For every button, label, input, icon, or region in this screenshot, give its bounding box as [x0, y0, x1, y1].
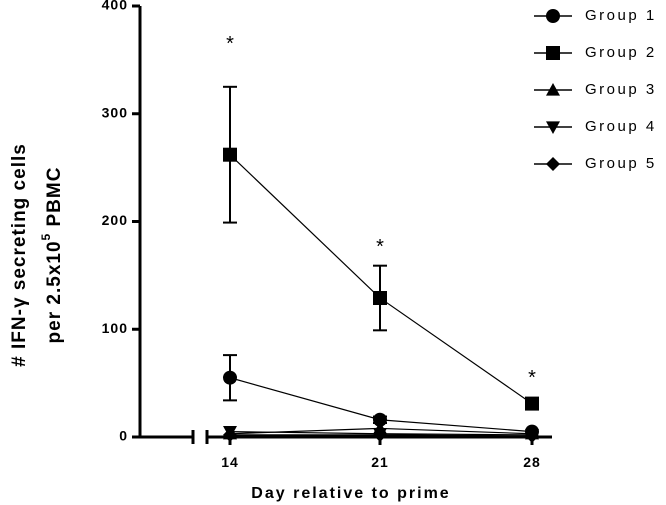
legend-label: Group 4: [585, 118, 657, 135]
legend-label: Group 3: [585, 81, 657, 98]
x-ticks: 14 21 28: [221, 437, 541, 470]
legend-label: Group 2: [585, 44, 657, 61]
legend-item-5: Group 5: [534, 155, 657, 172]
legend-item-1: Group 1: [534, 7, 657, 24]
y-tick-label: 200: [102, 212, 128, 228]
y-axis-title-suffix: PBMC: [44, 167, 65, 233]
significance-star: *: [376, 236, 384, 258]
data-point: [223, 147, 237, 162]
data-point: [223, 370, 237, 385]
axes: [138, 6, 552, 444]
legend-marker: [546, 83, 560, 96]
x-axis-title: Day relative to prime: [251, 485, 450, 502]
y-tick-label: 400: [102, 0, 128, 13]
legend: Group 1 Group 2 Group 3 Group 4 Group 5: [534, 7, 657, 172]
legend-item-4: Group 4: [534, 118, 657, 135]
y-axis-title-line1: # IFN-γ secreting cells: [9, 143, 30, 367]
y-tick-label: 0: [119, 428, 128, 444]
legend-marker: [546, 9, 560, 23]
legend-label: Group 5: [585, 155, 657, 172]
y-axis-title-line2: per 2.5x105 PBMC: [39, 167, 65, 344]
legend-marker: [546, 121, 560, 134]
legend-label: Group 1: [585, 7, 657, 24]
y-axis-title-superscript: 5: [39, 233, 53, 241]
series-5: [223, 427, 539, 443]
data-point: [373, 412, 387, 427]
legend-item-3: Group 3: [534, 81, 657, 98]
y-tick-label: 300: [102, 104, 128, 120]
x-tick-label: 14: [221, 454, 239, 470]
data-point: [373, 427, 387, 442]
significance-star: *: [226, 33, 234, 55]
data-point: [373, 291, 387, 306]
data-point: [525, 428, 539, 443]
series-2: [223, 85, 539, 411]
legend-marker: [546, 157, 560, 171]
y-axis-title-prefix: per 2.5x10: [44, 240, 65, 343]
series-layer: [223, 85, 539, 443]
data-point: [223, 427, 237, 442]
y-tick-label: 100: [102, 320, 128, 336]
x-tick-label: 21: [371, 454, 389, 470]
legend-item-2: Group 2: [534, 44, 657, 61]
x-tick-label: 28: [523, 454, 541, 470]
legend-marker: [546, 46, 560, 60]
y-ticks: 0 100 200 300 400: [102, 0, 140, 444]
significance-star: *: [528, 367, 536, 389]
data-point: [525, 396, 539, 411]
significance-annotations: * * *: [226, 33, 536, 389]
